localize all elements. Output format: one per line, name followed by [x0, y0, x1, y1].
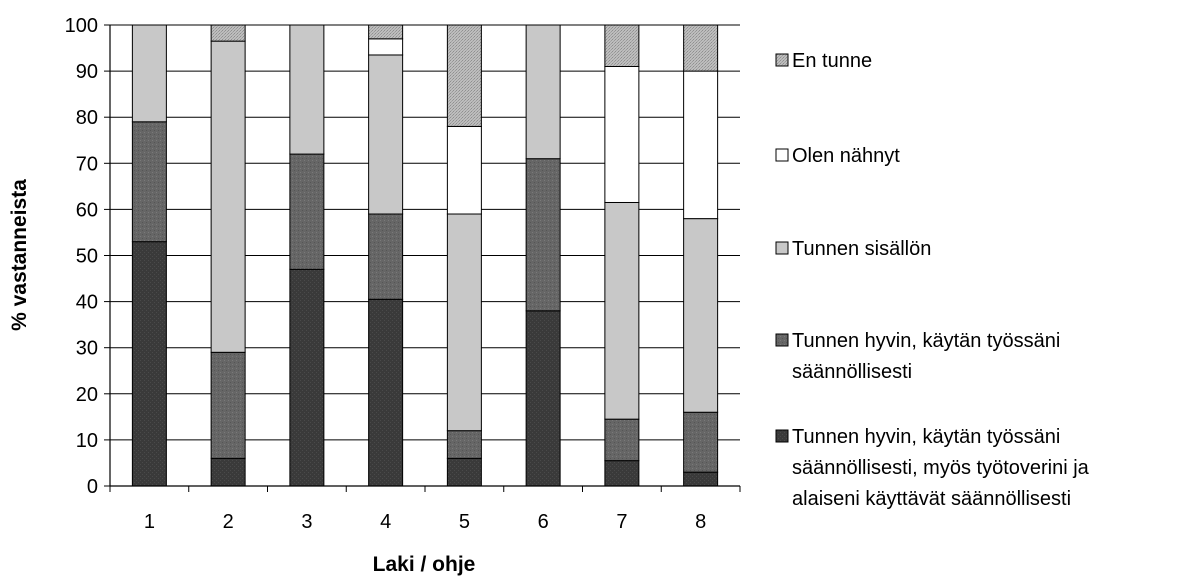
bar-segment-8-s1 — [683, 471, 719, 487]
bar-segment-2-s5 — [210, 24, 246, 42]
bar-segment-8-s2 — [683, 411, 719, 473]
y-axis-title: % vastanneista — [8, 179, 31, 331]
y-tick-label: 50 — [76, 246, 98, 268]
bar-segment-5-s4 — [446, 125, 482, 215]
legend-label-s2: Tunnen hyvin, käytän työssäni säännöllise… — [792, 330, 1060, 383]
legend-label-line: Tunnen hyvin, käytän työssäni — [792, 330, 1060, 352]
bar-segment-4-s2 — [368, 213, 404, 300]
bar-segment-7-s1 — [604, 460, 640, 487]
legend-label-line: Tunnen hyvin, käytän työssäni — [792, 426, 1060, 448]
legend-label-line: En tunne — [792, 50, 872, 72]
x-tick-label: 2 — [223, 511, 234, 533]
y-tick-label: 30 — [76, 338, 98, 360]
x-tick-label: 4 — [380, 511, 391, 533]
x-tick-label: 8 — [695, 511, 706, 533]
legend: En tunne Olen nähnyt Tunnen sisällön Tunnen… — [775, 50, 1090, 510]
bar-segment-4-s3 — [368, 54, 404, 215]
bar-segment-8-s3 — [683, 218, 719, 413]
bar-segment-7-s2 — [604, 418, 640, 462]
legend-label-line: Tunnen sisällön — [792, 238, 931, 260]
bar-segment-7-s4 — [604, 65, 640, 203]
y-tick-label: 70 — [76, 153, 98, 175]
bar-segment-5-s5 — [446, 24, 482, 127]
bar-segment-2-s2 — [210, 351, 246, 459]
legend-swatch-s4 — [775, 148, 789, 162]
bar-segment-4-s4 — [368, 38, 404, 56]
legend-swatch-s2 — [775, 333, 789, 347]
bar-segment-2-s3 — [210, 40, 246, 353]
bars — [131, 24, 719, 487]
bar-segment-5-s2 — [446, 430, 482, 459]
bar-segment-2-s1 — [210, 457, 246, 487]
bar-segment-5-s3 — [446, 213, 482, 432]
y-tick-label: 0 — [87, 476, 98, 498]
y-tick-label: 10 — [76, 430, 98, 452]
y-tick-label: 40 — [76, 292, 98, 314]
gridlines — [110, 24, 740, 441]
legend-label-line: Olen nähnyt — [792, 145, 900, 167]
legend-label-line: säännöllisesti, myös työtoverini ja — [792, 457, 1090, 479]
bar-segment-7-s5 — [604, 24, 640, 67]
bar-segment-6-s3 — [525, 24, 561, 160]
bar-segment-5-s1 — [446, 457, 482, 487]
x-tick-label: 6 — [538, 511, 549, 533]
bar-segment-3-s3 — [289, 24, 325, 155]
bar-segment-1-s1 — [131, 241, 167, 487]
y-tick-label: 90 — [76, 61, 98, 83]
y-tick-label: 20 — [76, 384, 98, 406]
x-tick-label: 7 — [616, 511, 627, 533]
y-tick-label: 80 — [76, 107, 98, 129]
bar-segment-6-s2 — [525, 158, 561, 312]
x-tick-label: 5 — [459, 511, 470, 533]
legend-label-s1: Tunnen hyvin, käytän työssäni säännöllise… — [792, 426, 1090, 510]
y-tick-label: 100 — [65, 15, 98, 37]
bar-segment-8-s5 — [683, 24, 719, 72]
legend-label-s4: Olen nähnyt — [792, 145, 900, 167]
bar-segment-4-s5 — [368, 24, 404, 40]
bar-segment-8-s4 — [683, 70, 719, 220]
bar-segment-3-s1 — [289, 268, 325, 487]
bar-segment-1-s2 — [131, 121, 167, 243]
legend-swatch-s5 — [775, 53, 789, 67]
y-tick-label: 60 — [76, 199, 98, 221]
bar-segment-3-s2 — [289, 153, 325, 270]
bar-segment-1-s3 — [131, 24, 167, 123]
legend-label-s5: En tunne — [792, 50, 872, 72]
legend-label-line: alaiseni käyttävät säännöllisesti — [792, 488, 1071, 510]
legend-label-s3: Tunnen sisällön — [792, 238, 931, 260]
bar-segment-4-s1 — [368, 298, 404, 487]
legend-label-line: säännöllisesti — [792, 361, 912, 383]
x-axis-title: Laki / ohje — [373, 553, 476, 576]
legend-swatch-s1 — [775, 429, 789, 443]
bar-segment-6-s1 — [525, 310, 561, 487]
bar-segment-7-s3 — [604, 201, 640, 420]
axes: 0 10 20 30 40 50 60 70 80 90 100 1 2 3 4 5 6 7 8 — [65, 15, 741, 533]
x-tick-label: 1 — [144, 511, 155, 533]
x-tick-label: 3 — [301, 511, 312, 533]
legend-swatch-s3 — [775, 241, 789, 255]
